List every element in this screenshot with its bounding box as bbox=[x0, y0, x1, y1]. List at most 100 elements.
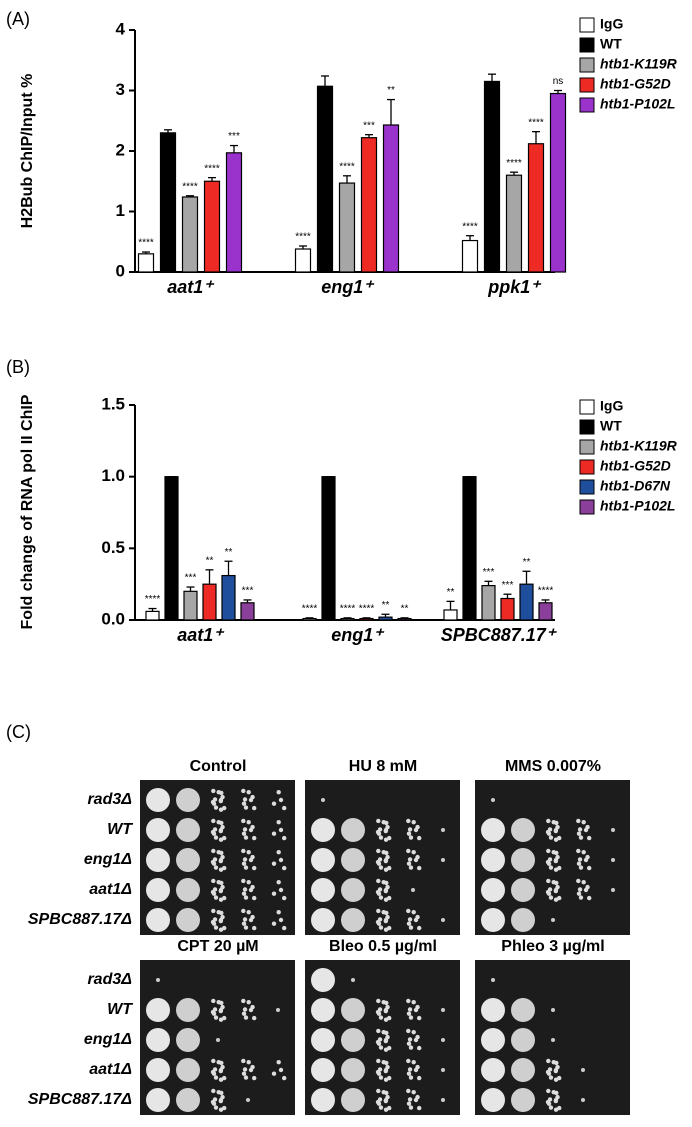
colony bbox=[585, 854, 590, 860]
bar bbox=[338, 182, 356, 273]
spot bbox=[341, 878, 365, 902]
colony bbox=[383, 1038, 389, 1044]
colony bbox=[407, 857, 413, 862]
colony bbox=[415, 1094, 420, 1100]
colony bbox=[242, 917, 248, 922]
error-bar bbox=[186, 586, 195, 592]
spot bbox=[311, 848, 335, 872]
spot bbox=[146, 908, 170, 932]
colony bbox=[243, 805, 249, 810]
colony bbox=[242, 1007, 248, 1012]
colony bbox=[210, 889, 216, 895]
spot bbox=[176, 908, 200, 932]
colony bbox=[219, 1060, 224, 1066]
colony bbox=[211, 848, 216, 854]
plate: Control bbox=[140, 758, 295, 935]
error-bar bbox=[305, 617, 314, 619]
colony bbox=[376, 878, 381, 884]
colony bbox=[384, 850, 389, 856]
spot bbox=[146, 1058, 170, 1082]
condition-label: Phleo 3 µg/ml bbox=[501, 938, 604, 955]
colony bbox=[555, 884, 560, 890]
colony bbox=[278, 917, 284, 923]
colony bbox=[216, 1038, 220, 1042]
colony bbox=[383, 1017, 389, 1022]
significance-label: *** bbox=[228, 131, 240, 142]
colony bbox=[271, 861, 277, 866]
colony bbox=[548, 865, 554, 870]
legend-swatch bbox=[579, 439, 595, 455]
spot bbox=[511, 908, 535, 932]
colony bbox=[383, 1098, 389, 1104]
spot bbox=[311, 818, 335, 842]
colony bbox=[411, 1000, 416, 1005]
colony bbox=[383, 897, 389, 902]
y-tick-label: 3 bbox=[116, 80, 125, 99]
colony bbox=[219, 850, 224, 856]
plate: Phleo 3 µg/ml bbox=[475, 938, 630, 1115]
colony bbox=[546, 848, 551, 854]
colony bbox=[548, 1105, 554, 1110]
colony bbox=[406, 1041, 412, 1046]
colony bbox=[581, 850, 586, 855]
colony bbox=[441, 1008, 445, 1012]
colony bbox=[415, 824, 420, 830]
colony bbox=[220, 1094, 225, 1100]
spot bbox=[481, 818, 505, 842]
colony bbox=[218, 918, 224, 924]
spot bbox=[341, 818, 365, 842]
colony bbox=[218, 1098, 224, 1104]
colony bbox=[385, 824, 390, 830]
spot bbox=[311, 908, 335, 932]
colony bbox=[415, 1004, 420, 1010]
legend-swatch bbox=[579, 419, 595, 435]
colony bbox=[218, 1008, 224, 1014]
significance-label: *** bbox=[185, 573, 197, 584]
colony bbox=[407, 827, 413, 832]
colony bbox=[417, 865, 422, 871]
bar bbox=[137, 253, 155, 273]
colony bbox=[553, 1068, 559, 1074]
y-axis-label: Fold change of RNA pol II ChIP bbox=[19, 394, 36, 629]
colony bbox=[491, 798, 495, 802]
bar bbox=[203, 180, 221, 273]
error-bar bbox=[208, 176, 216, 182]
legend-label: htb1-K119R bbox=[600, 438, 678, 454]
colony bbox=[441, 1098, 445, 1102]
bar bbox=[202, 583, 217, 621]
strain-label: eng1Δ bbox=[84, 1031, 132, 1048]
colony bbox=[383, 1068, 389, 1074]
colony bbox=[246, 1060, 251, 1065]
error-bar bbox=[541, 599, 550, 603]
colony bbox=[242, 827, 248, 832]
colony bbox=[406, 848, 411, 854]
colony bbox=[211, 998, 216, 1004]
colony bbox=[276, 910, 281, 915]
significance-label: **** bbox=[340, 603, 356, 614]
colony bbox=[548, 835, 554, 840]
colony bbox=[576, 818, 581, 824]
colony bbox=[554, 850, 559, 856]
colony bbox=[581, 1068, 585, 1072]
significance-label: **** bbox=[359, 603, 375, 614]
colony bbox=[243, 895, 249, 900]
colony bbox=[581, 880, 586, 885]
error-bar bbox=[243, 599, 252, 603]
bar bbox=[461, 239, 479, 273]
spot bbox=[311, 1088, 335, 1112]
colony bbox=[375, 889, 381, 895]
colony bbox=[218, 1068, 224, 1074]
colony bbox=[384, 820, 389, 826]
colony bbox=[276, 820, 281, 825]
colony bbox=[220, 914, 225, 920]
bar bbox=[549, 92, 567, 273]
colony bbox=[554, 1060, 559, 1066]
colony bbox=[241, 1058, 246, 1064]
colony bbox=[378, 1045, 384, 1050]
colony bbox=[385, 884, 390, 890]
spot bbox=[311, 878, 335, 902]
colony bbox=[378, 925, 384, 930]
colony bbox=[587, 835, 592, 841]
colony bbox=[211, 818, 216, 824]
colony bbox=[384, 1030, 389, 1036]
